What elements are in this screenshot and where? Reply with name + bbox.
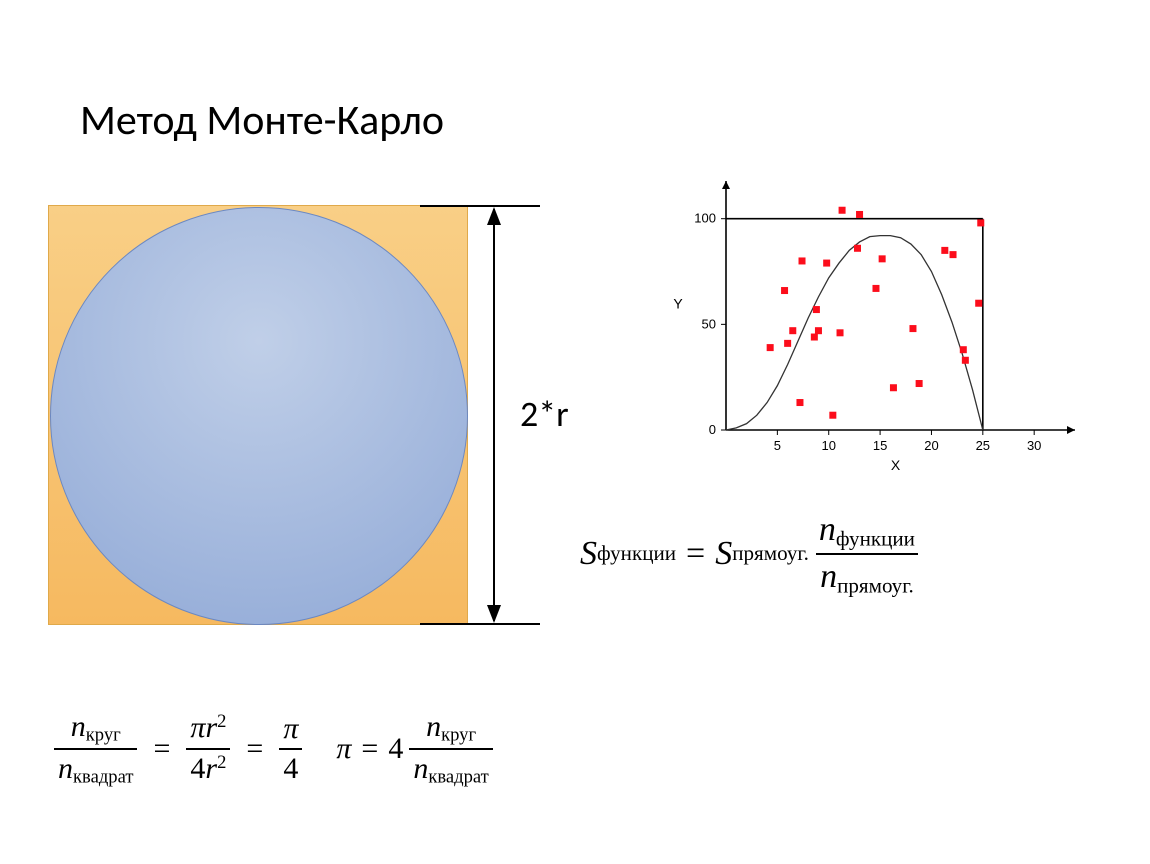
svg-text:10: 10 <box>821 438 835 453</box>
S-rect: S <box>715 535 732 573</box>
pi-formula: nкруг nквадрат = πr2 4r2 = π 4 π = 4 nкр… <box>48 710 499 788</box>
chart-svg: 5 10 15 20 25 30 0 50 100 X Y <box>660 175 1090 485</box>
svg-text:15: 15 <box>873 438 887 453</box>
dimension-line <box>478 205 508 625</box>
monte-carlo-scatter-chart: 5 10 15 20 25 30 0 50 100 X Y <box>660 175 1090 485</box>
svg-text:0: 0 <box>709 422 716 437</box>
area-formula: Sфункции = Sпрямоуг. nфункции nпрямоуг. <box>580 510 925 597</box>
svg-text:5: 5 <box>774 438 781 453</box>
svg-text:20: 20 <box>924 438 938 453</box>
S-func: S <box>580 535 597 573</box>
frac-ncircle-nsquare-2: nкруг nквадрат <box>409 710 492 788</box>
svg-text:X: X <box>891 457 901 473</box>
svg-text:100: 100 <box>694 211 716 226</box>
frac-ncircle-nsquare: nкруг nквадрат <box>54 710 137 788</box>
frac-pir2-4r2: πr2 4r2 <box>186 711 230 786</box>
svg-text:Y: Y <box>673 296 683 312</box>
circle-in-square-figure <box>48 205 468 625</box>
svg-text:25: 25 <box>976 438 990 453</box>
inscribed-circle <box>50 207 468 625</box>
frac-pi-over-4: π 4 <box>279 712 302 787</box>
slide-title: Метод Монте-Карло <box>80 95 444 146</box>
pi-solo: π <box>336 732 351 766</box>
svg-text:30: 30 <box>1027 438 1041 453</box>
ratio-n-frac: nфункции nпрямоуг. <box>815 510 919 597</box>
dimension-label: 2*r <box>520 392 569 436</box>
svg-text:50: 50 <box>702 316 716 331</box>
